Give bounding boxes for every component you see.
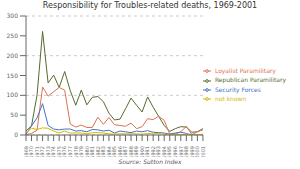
html-text:Loyalist Paramilitary: Loyalist Paramilitary (214, 66, 276, 74)
svg-text:2001: 2001 (200, 146, 206, 157)
svg-text:0: 0 (14, 131, 18, 138)
svg-text:200: 200 (8, 52, 18, 59)
html-text:Source: Sutton Index: Source: Sutton Index (118, 158, 182, 165)
svg-text:250: 250 (8, 32, 18, 39)
svg-text:150: 150 (8, 72, 18, 79)
html-text:Security Forces: Security Forces (214, 85, 261, 93)
html-text:Republican Paramilitary: Republican Paramilitary (214, 76, 286, 84)
svg-text:50: 50 (10, 111, 18, 118)
html-text:Responsibility for Troubles-re: Responsibility for Troubles-related deat… (42, 1, 258, 10)
svg-text:100: 100 (8, 91, 18, 98)
svg-text:300: 300 (8, 12, 18, 19)
html-text:not known: not known (214, 94, 247, 102)
